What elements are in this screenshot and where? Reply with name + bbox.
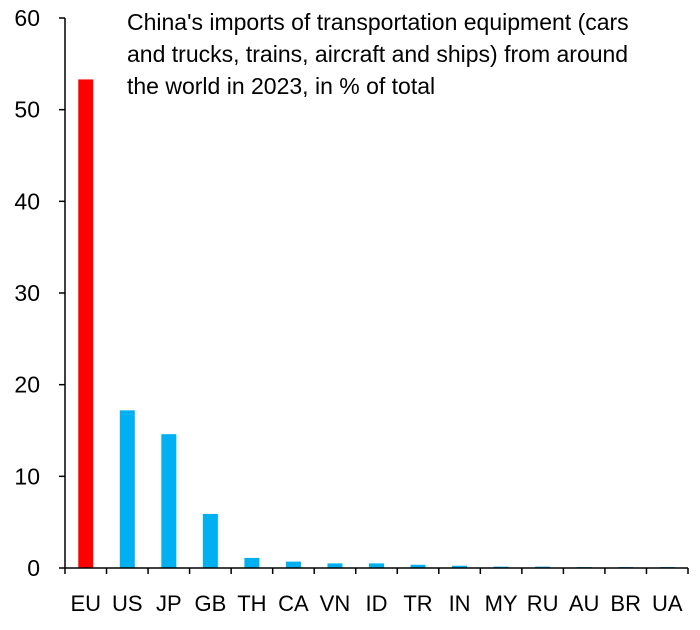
bar-th [244,557,260,568]
x-tick-label: EU [70,591,101,616]
x-tick-label: GB [194,591,226,616]
x-tick-label: JP [156,591,182,616]
bar-ca [285,561,301,568]
bars-group [78,79,675,569]
bar-us [119,410,135,568]
chart-title: China's imports of transportation equipm… [127,9,629,99]
x-ticks-group: EU US JP GB TH CA VN ID TR IN MY RU AU BR UA [64,568,689,616]
y-tick-label: 50 [14,97,40,123]
x-tick-label: BR [610,591,641,616]
x-tick-label: MY [485,591,518,616]
x-tick-label: US [112,591,143,616]
bar-tr [410,564,426,568]
x-tick-label: ID [366,591,388,616]
y-tick-label: 60 [14,5,40,31]
bar-eu [78,79,94,569]
bar-id [369,563,384,568]
x-tick-label: RU [527,591,559,616]
y-ticks-group: 0 10 20 30 40 50 60 [14,5,65,581]
y-tick-label: 30 [14,280,40,306]
x-tick-label: IN [449,591,471,616]
y-tick-label: 10 [14,463,40,489]
bar-vn [327,563,343,568]
y-tick-label: 20 [14,372,40,398]
bar-gb [202,513,218,568]
y-tick-label: 0 [27,555,40,581]
bar-jp [161,434,177,568]
bar-in [452,565,468,568]
x-tick-label: TR [403,591,432,616]
x-tick-label: AU [569,591,600,616]
x-tick-label: TH [237,591,266,616]
x-tick-label: CA [278,591,309,616]
x-tick-label: UA [652,591,683,616]
x-tick-label: VN [320,591,351,616]
y-tick-label: 40 [14,188,40,214]
